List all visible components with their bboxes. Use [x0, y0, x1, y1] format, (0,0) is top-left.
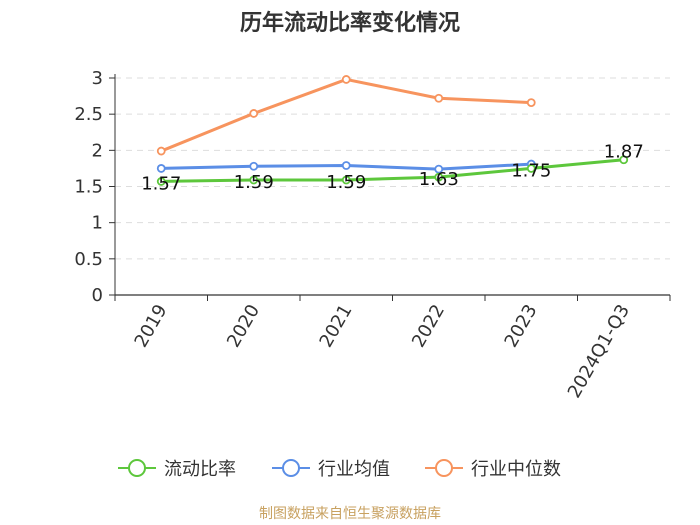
- data-label: 1.63: [419, 169, 459, 190]
- grid-lines: [115, 77, 670, 260]
- chart-title: 历年流动比率变化情况: [240, 10, 460, 36]
- y-tick-label: 3: [92, 68, 103, 89]
- series-point: [249, 161, 259, 171]
- series-point: [434, 164, 444, 174]
- x-tick-label: 2023: [500, 301, 541, 351]
- legend: 流动比率 行业均值 行业中位数: [118, 459, 561, 480]
- legend-item-1: 行业均值: [272, 459, 390, 480]
- data-label: 1.57: [141, 173, 181, 194]
- series-point: [341, 161, 351, 170]
- series-1: [156, 159, 536, 174]
- legend-label: 流动比率: [164, 459, 236, 480]
- series-0: [156, 155, 629, 186]
- legend-item-2: 行业中位数: [425, 459, 561, 480]
- series-point: [526, 98, 536, 107]
- legend-marker: [128, 459, 146, 477]
- series-point: [434, 172, 444, 182]
- legend-label: 行业均值: [318, 459, 390, 480]
- series-point: [249, 109, 259, 118]
- x-tick-label: 2021: [315, 301, 356, 351]
- legend-item-0: 流动比率: [118, 459, 236, 480]
- y-tick-label: 0.5: [74, 249, 103, 270]
- data-label: 1.59: [234, 172, 274, 193]
- data-label: 1.75: [511, 160, 551, 181]
- source-note: 制图数据来自恒生聚源数据库: [259, 506, 441, 522]
- axes: 0 0.5 1 1.5 2 2.5 3 2019 2020 2021 2022 2023 2024Q1-…: [74, 68, 671, 402]
- series-line: [161, 158, 624, 183]
- legend-label: 行业中位数: [471, 459, 561, 480]
- series-point: [341, 175, 351, 185]
- y-tick-label: 1: [92, 213, 103, 234]
- series-point: [156, 177, 166, 186]
- y-tick-label: 2.5: [74, 104, 103, 125]
- data-label: 1.59: [326, 172, 366, 193]
- legend-marker: [282, 459, 300, 477]
- series-point: [526, 164, 536, 173]
- y-tick-label: 0: [92, 285, 103, 306]
- series-point: [434, 93, 444, 103]
- series-2: [156, 75, 536, 156]
- legend-marker: [435, 459, 453, 477]
- y-tick-label: 2: [92, 140, 103, 161]
- x-tick-label: 2020: [223, 301, 264, 351]
- series-point: [249, 175, 259, 185]
- x-tick-label: 2019: [130, 301, 171, 351]
- y-tick-label: 1.5: [74, 177, 103, 198]
- series-layer: [156, 75, 629, 186]
- data-label: 1.87: [604, 142, 644, 163]
- series-point: [619, 155, 629, 165]
- series-point: [341, 75, 351, 84]
- x-tick-label: 2022: [408, 301, 449, 351]
- series-point: [156, 164, 166, 173]
- x-tick-label: 2024Q1-Q3: [564, 301, 634, 402]
- data-labels: 1.57 1.59 1.59 1.63 1.75 1.87: [141, 142, 644, 195]
- series-point: [156, 146, 166, 156]
- series-line: [160, 77, 532, 153]
